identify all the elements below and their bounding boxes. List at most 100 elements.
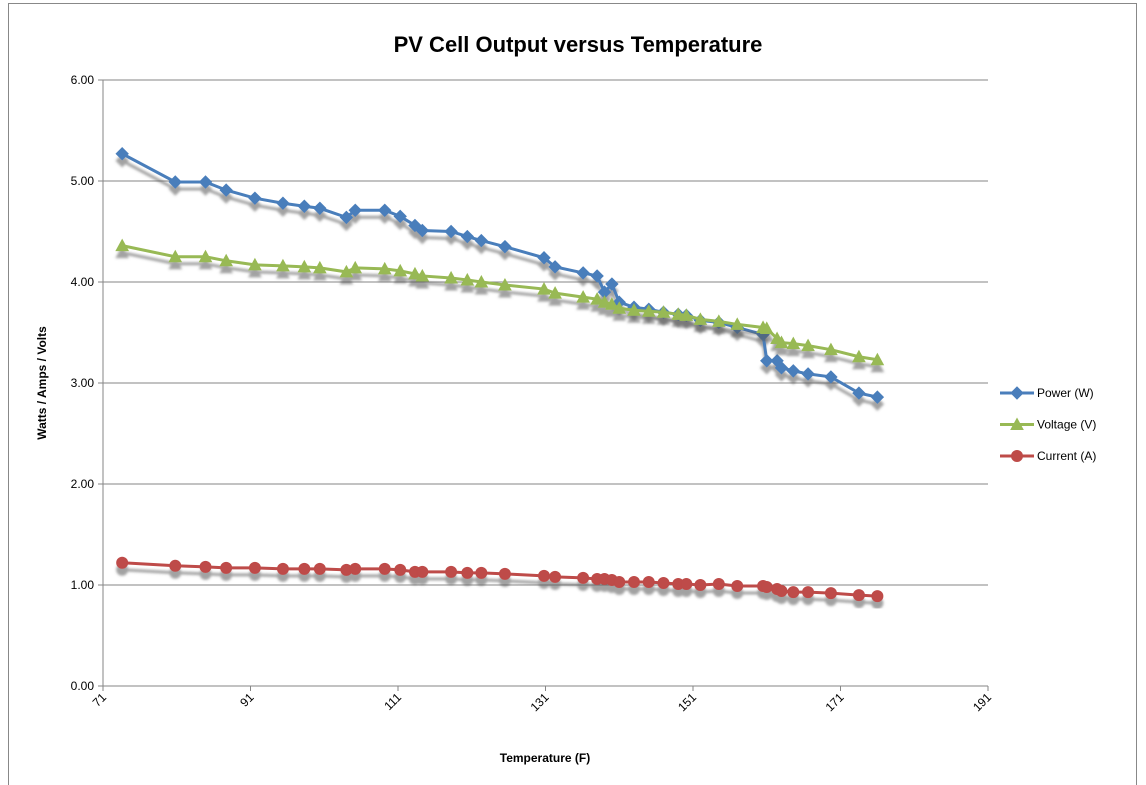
marker <box>590 292 604 305</box>
marker <box>219 253 234 267</box>
y-tick-label: 5.00 <box>71 174 95 188</box>
marker <box>870 352 885 366</box>
marker <box>613 575 626 588</box>
marker <box>219 183 233 197</box>
y-axis-label: Watts / Amps / Volts <box>35 326 49 440</box>
marker <box>1010 417 1024 430</box>
marker <box>679 308 694 321</box>
marker <box>548 286 562 299</box>
marker <box>731 580 744 593</box>
marker <box>760 354 774 368</box>
marker <box>680 577 693 590</box>
marker <box>801 338 815 352</box>
marker <box>460 272 475 286</box>
marker <box>276 196 290 210</box>
marker <box>786 336 801 350</box>
marker <box>169 559 182 572</box>
marker <box>774 335 789 349</box>
y-tick-label: 2.00 <box>71 477 95 491</box>
marker <box>460 229 475 244</box>
marker <box>199 560 212 573</box>
marker <box>802 586 815 599</box>
marker <box>394 563 407 576</box>
marker <box>115 238 130 252</box>
marker <box>474 233 489 248</box>
chart-title: PV Cell Output versus Temperature <box>394 32 763 57</box>
marker <box>824 370 838 384</box>
marker <box>313 562 326 575</box>
marker <box>537 282 551 295</box>
marker <box>590 269 604 283</box>
marker <box>656 305 671 318</box>
legend-label: Current (A) <box>1037 449 1096 463</box>
marker <box>297 199 312 213</box>
marker <box>605 277 619 291</box>
y-tick-label: 3.00 <box>71 376 95 390</box>
marker <box>760 581 773 594</box>
marker <box>711 314 726 327</box>
marker <box>393 263 408 277</box>
marker <box>116 556 129 569</box>
marker <box>377 261 392 275</box>
marker <box>641 304 656 317</box>
marker <box>393 209 407 224</box>
marker <box>313 201 327 215</box>
marker <box>339 264 354 278</box>
marker <box>694 579 707 591</box>
marker <box>415 268 430 282</box>
marker <box>276 258 290 272</box>
marker <box>824 342 838 356</box>
marker <box>597 295 612 308</box>
marker <box>852 349 866 363</box>
y-tick-label: 0.00 <box>71 679 95 693</box>
marker <box>348 203 362 217</box>
marker <box>115 147 129 161</box>
marker <box>671 307 686 320</box>
marker <box>759 321 774 334</box>
chart-border <box>8 3 1137 785</box>
legend-label: Voltage (V) <box>1037 418 1096 432</box>
marker <box>538 569 551 582</box>
marker <box>627 303 641 316</box>
marker <box>787 586 800 599</box>
marker <box>198 249 213 263</box>
marker <box>786 364 801 378</box>
marker <box>475 566 488 579</box>
marker <box>612 301 627 314</box>
marker <box>415 223 430 238</box>
marker <box>445 565 458 578</box>
marker <box>498 567 511 580</box>
marker <box>474 274 489 288</box>
marker <box>312 260 327 274</box>
marker <box>642 575 655 588</box>
marker <box>248 257 262 271</box>
marker <box>416 565 429 578</box>
y-tick-label: 6.00 <box>71 73 95 87</box>
legend-label: Power (W) <box>1037 386 1094 400</box>
marker <box>657 576 670 589</box>
marker <box>1011 450 1023 462</box>
marker <box>276 562 289 575</box>
marker <box>348 260 363 274</box>
marker <box>498 277 512 291</box>
marker <box>537 251 551 265</box>
marker <box>605 297 619 310</box>
marker <box>548 260 562 274</box>
marker <box>248 561 261 574</box>
marker <box>852 589 865 602</box>
marker <box>220 561 233 574</box>
marker <box>1010 386 1024 400</box>
marker <box>576 290 590 303</box>
series <box>115 238 885 366</box>
marker <box>339 210 354 225</box>
y-tick-label: 1.00 <box>71 578 95 592</box>
marker <box>349 562 362 575</box>
marker <box>378 203 392 217</box>
marker <box>297 259 312 273</box>
marker <box>577 571 590 584</box>
marker <box>378 562 391 575</box>
marker <box>693 312 708 325</box>
marker <box>168 175 182 189</box>
marker <box>801 367 815 381</box>
